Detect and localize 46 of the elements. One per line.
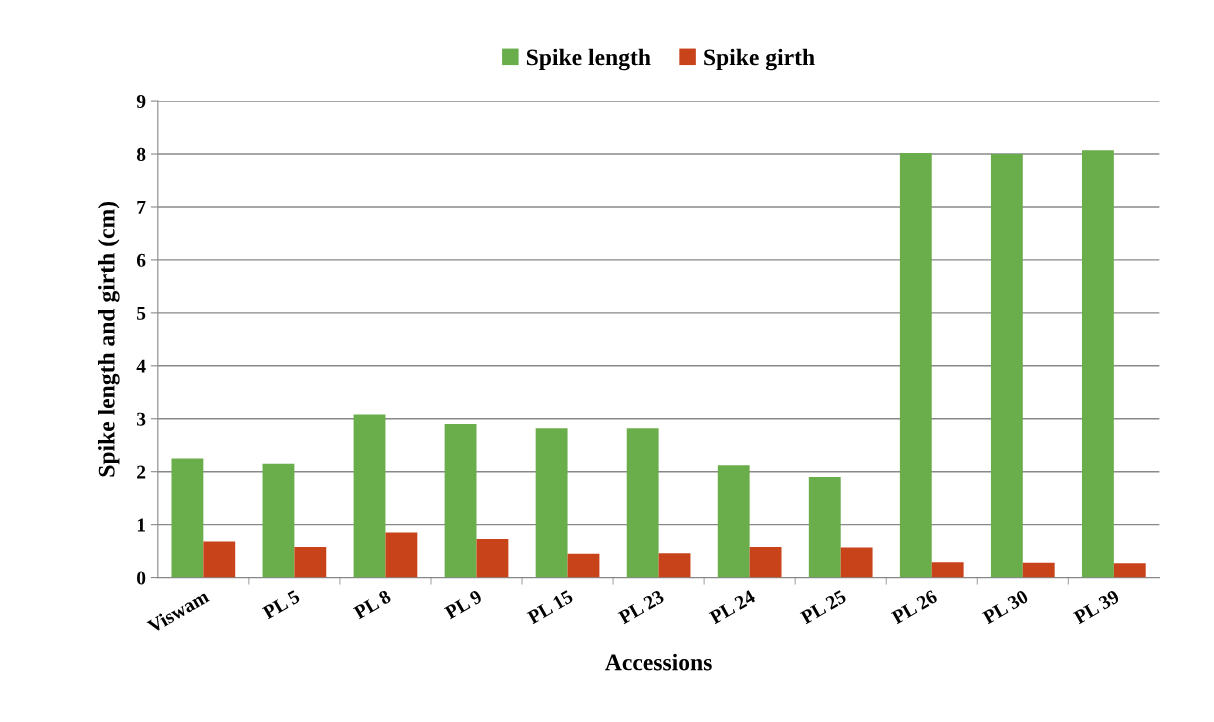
x-tick-label: PL 24 [708,589,757,625]
x-tick-label: PL 39 [1072,589,1121,625]
x-tick-label: PL 5 [261,589,301,620]
bar [476,538,509,578]
y-tick-label: 9 [136,94,146,109]
y-tick-label: 2 [137,465,146,479]
x-axis-title: Accessions [605,653,712,671]
bar [1081,150,1114,578]
bar [808,477,841,578]
legend-label: Spike girth [704,48,815,71]
bar [353,414,386,578]
bar [385,532,418,578]
x-tick-label: PL 8 [352,589,392,620]
legend-label: Spike length [526,48,651,71]
bar [1022,562,1055,578]
y-tick-label: 4 [136,359,146,373]
bar [535,428,568,578]
y-tick-label: 7 [137,200,146,214]
x-tick-label: PL 30 [981,589,1029,625]
bar [567,553,600,578]
y-tick-label: 1 [137,518,146,532]
bar [444,424,477,578]
y-tick-label: 8 [136,147,146,161]
y-tick-label: 6 [136,253,146,267]
x-tick-label: PL 23 [617,589,665,625]
bar [749,546,782,578]
y-axis-title: Spike length and girth (cm) [98,201,120,477]
y-tick-label: 3 [137,412,146,426]
bar [171,458,204,578]
bar [294,546,327,578]
bar [626,428,659,578]
bar [262,463,295,578]
bar [658,553,691,578]
bar [931,562,964,578]
bar [1113,563,1146,578]
y-tick-label: 0 [137,571,146,585]
bar [203,541,236,578]
x-tick-label: PL 15 [526,589,574,625]
bar [990,154,1023,578]
y-tick-label: 5 [137,306,146,320]
bar [717,465,750,578]
x-tick-label: PL 25 [799,589,847,625]
x-tick-label: PL 9 [443,589,483,620]
bar [899,152,932,578]
x-tick-label: PL 26 [890,589,939,625]
bar [840,547,873,578]
